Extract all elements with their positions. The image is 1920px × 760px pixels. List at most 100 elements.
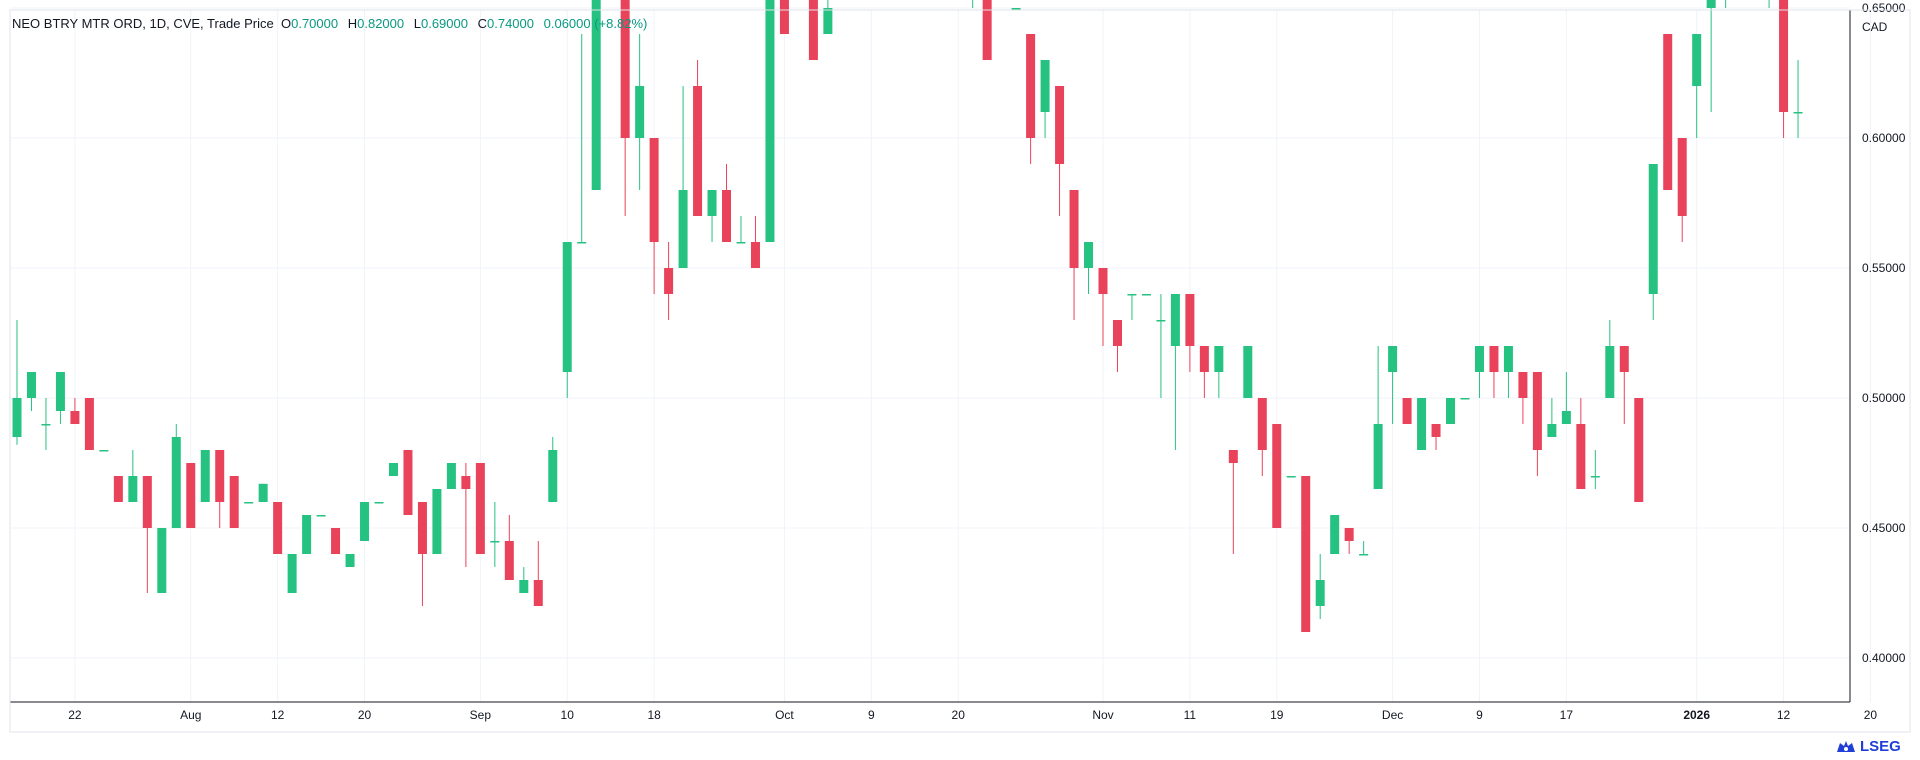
candle (693, 60, 703, 216)
candle (490, 502, 500, 567)
candle (1098, 268, 1108, 346)
candle (99, 450, 109, 452)
candle (1040, 60, 1050, 138)
y-tick-label: 0.40000 (1862, 651, 1906, 665)
candle (1619, 346, 1629, 424)
candle-body (693, 86, 703, 216)
candle (1185, 294, 1195, 372)
candle (461, 463, 471, 567)
x-tick-label: Sep (470, 708, 492, 722)
open-label: O (280, 16, 292, 31)
candle-body (808, 0, 818, 60)
x-tick-label: 20 (1864, 708, 1878, 722)
candle-body (519, 580, 529, 593)
y-tick-label: 0.45000 (1862, 521, 1906, 535)
candle-body (982, 0, 992, 60)
candle (1402, 398, 1412, 424)
candle-body (707, 190, 717, 216)
candle (1590, 450, 1600, 489)
x-tick-label: 12 (271, 708, 285, 722)
candle-body (374, 502, 384, 504)
candle (577, 34, 587, 244)
candle-body (490, 541, 500, 543)
candle (244, 502, 254, 504)
candle (519, 567, 529, 593)
candle (1417, 398, 1427, 450)
candle (113, 476, 123, 502)
x-tick-label: 12 (1777, 708, 1791, 722)
candle (678, 86, 688, 268)
candle (1214, 346, 1224, 398)
candle (765, 0, 775, 242)
candle (388, 463, 398, 476)
candle-body (533, 580, 543, 606)
candle (345, 554, 355, 567)
candle (1793, 60, 1803, 138)
candle-body (1011, 8, 1021, 10)
candle-body (1026, 34, 1036, 138)
candle (331, 528, 341, 554)
candle-body (1417, 398, 1427, 450)
candle-body (1156, 320, 1166, 322)
candle (1706, 0, 1716, 112)
candle-body (1388, 346, 1398, 372)
candle (1561, 372, 1571, 424)
candle-body (331, 528, 341, 554)
symbol-line: NEO BTRY MTR ORD, 1D, CVE, Trade Price (12, 16, 274, 31)
candle-body (113, 476, 123, 502)
candle-body (750, 242, 760, 268)
candle-body (823, 8, 833, 34)
candle (972, 0, 974, 8)
candle-body (1127, 294, 1137, 296)
candle (1330, 515, 1340, 554)
candle-body (1446, 398, 1456, 424)
candle (1725, 0, 1727, 8)
candle-body (1460, 398, 1470, 400)
x-tick-label: 9 (1476, 708, 1483, 722)
candle (186, 463, 196, 528)
candle (229, 476, 239, 528)
candle-body (273, 502, 283, 554)
candle (1768, 0, 1770, 8)
candle-body (446, 463, 456, 489)
close-label: C (477, 16, 487, 31)
y-tick-label: 0.60000 (1862, 131, 1906, 145)
candle-body (736, 242, 746, 244)
chart-frame (9, 9, 1911, 733)
candle (41, 398, 51, 450)
candle-body (1344, 528, 1354, 541)
x-tick-label: 20 (952, 708, 966, 722)
candle (1532, 372, 1542, 476)
candle (26, 372, 36, 411)
candle (1011, 8, 1021, 10)
candle-body (244, 502, 254, 504)
candle (1518, 372, 1528, 424)
candle-body (316, 515, 326, 517)
candle (1286, 476, 1296, 478)
candle (1503, 346, 1513, 398)
x-tick-label: 22 (68, 708, 82, 722)
candle (1474, 346, 1484, 398)
candle (533, 541, 543, 606)
candle-body (1793, 112, 1803, 114)
candle-body (722, 190, 732, 242)
candle-body (1576, 424, 1586, 489)
candle-body (128, 476, 138, 502)
candle (779, 0, 789, 34)
lion-icon (1837, 740, 1855, 752)
candle-body (1518, 372, 1528, 398)
candle (664, 242, 674, 320)
low-value: 0.69000 (420, 16, 468, 31)
candle-body (620, 0, 630, 138)
candle (707, 190, 717, 242)
candle-body (562, 242, 572, 372)
candle (287, 554, 297, 593)
candle (475, 463, 485, 554)
candle-body (1605, 346, 1615, 398)
candle-body (229, 476, 239, 528)
candle-body (215, 450, 225, 502)
candle-body (70, 411, 80, 424)
x-tick-label: 19 (1270, 708, 1284, 722)
candle-body (12, 398, 22, 437)
